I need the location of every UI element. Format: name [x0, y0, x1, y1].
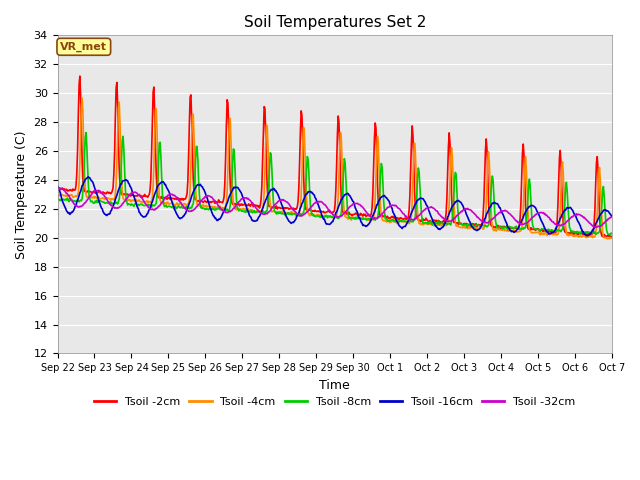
Tsoil -4cm — [207, 204, 215, 210]
Tsoil -16cm — [608, 214, 616, 220]
Text: VR_met: VR_met — [60, 42, 108, 52]
Tsoil -4cm — [403, 220, 411, 226]
Tsoil -2cm — [64, 188, 72, 194]
Tsoil -2cm — [122, 192, 129, 198]
Tsoil -16cm — [403, 221, 411, 227]
Tsoil -32cm — [122, 198, 129, 204]
Tsoil -8cm — [64, 195, 72, 201]
Tsoil -8cm — [122, 186, 129, 192]
Tsoil -16cm — [178, 215, 186, 221]
Line: Tsoil -16cm: Tsoil -16cm — [58, 177, 612, 236]
Tsoil -16cm — [419, 196, 427, 202]
Tsoil -8cm — [604, 231, 612, 237]
Tsoil -32cm — [178, 201, 186, 207]
Tsoil -4cm — [604, 236, 611, 241]
Tsoil -32cm — [593, 225, 600, 230]
Tsoil -2cm — [600, 234, 607, 240]
Tsoil -4cm — [419, 222, 427, 228]
Tsoil -32cm — [207, 194, 215, 200]
Tsoil -8cm — [178, 204, 186, 209]
Tsoil -32cm — [54, 188, 61, 193]
Tsoil -4cm — [78, 95, 86, 101]
Tsoil -8cm — [207, 207, 215, 213]
X-axis label: Time: Time — [319, 379, 350, 392]
Tsoil -2cm — [419, 216, 427, 222]
Tsoil -16cm — [84, 174, 92, 180]
Tsoil -16cm — [207, 206, 215, 212]
Tsoil -2cm — [403, 216, 411, 221]
Tsoil -2cm — [608, 234, 616, 240]
Tsoil -32cm — [56, 186, 64, 192]
Tsoil -2cm — [76, 73, 84, 79]
Tsoil -2cm — [178, 196, 186, 202]
Tsoil -32cm — [419, 208, 427, 214]
Title: Soil Temperatures Set 2: Soil Temperatures Set 2 — [243, 15, 426, 30]
Tsoil -8cm — [54, 196, 61, 202]
Tsoil -4cm — [122, 196, 129, 202]
Tsoil -4cm — [178, 202, 186, 208]
Tsoil -4cm — [54, 192, 61, 197]
Line: Tsoil -32cm: Tsoil -32cm — [58, 189, 612, 228]
Tsoil -16cm — [584, 233, 591, 239]
Tsoil -32cm — [65, 192, 72, 198]
Tsoil -4cm — [64, 194, 72, 200]
Tsoil -2cm — [54, 185, 61, 191]
Line: Tsoil -8cm: Tsoil -8cm — [58, 132, 612, 234]
Tsoil -2cm — [207, 200, 215, 205]
Tsoil -8cm — [82, 130, 90, 135]
Y-axis label: Soil Temperature (C): Soil Temperature (C) — [15, 130, 28, 259]
Legend: Tsoil -2cm, Tsoil -4cm, Tsoil -8cm, Tsoil -16cm, Tsoil -32cm: Tsoil -2cm, Tsoil -4cm, Tsoil -8cm, Tsoi… — [90, 393, 580, 411]
Tsoil -4cm — [608, 235, 616, 241]
Line: Tsoil -2cm: Tsoil -2cm — [58, 76, 612, 237]
Tsoil -8cm — [608, 231, 616, 237]
Tsoil -8cm — [419, 220, 427, 226]
Tsoil -32cm — [403, 215, 411, 220]
Tsoil -16cm — [64, 209, 72, 215]
Tsoil -32cm — [608, 214, 616, 220]
Tsoil -16cm — [54, 182, 61, 188]
Tsoil -8cm — [403, 218, 411, 224]
Line: Tsoil -4cm: Tsoil -4cm — [58, 98, 612, 239]
Tsoil -16cm — [122, 177, 129, 183]
